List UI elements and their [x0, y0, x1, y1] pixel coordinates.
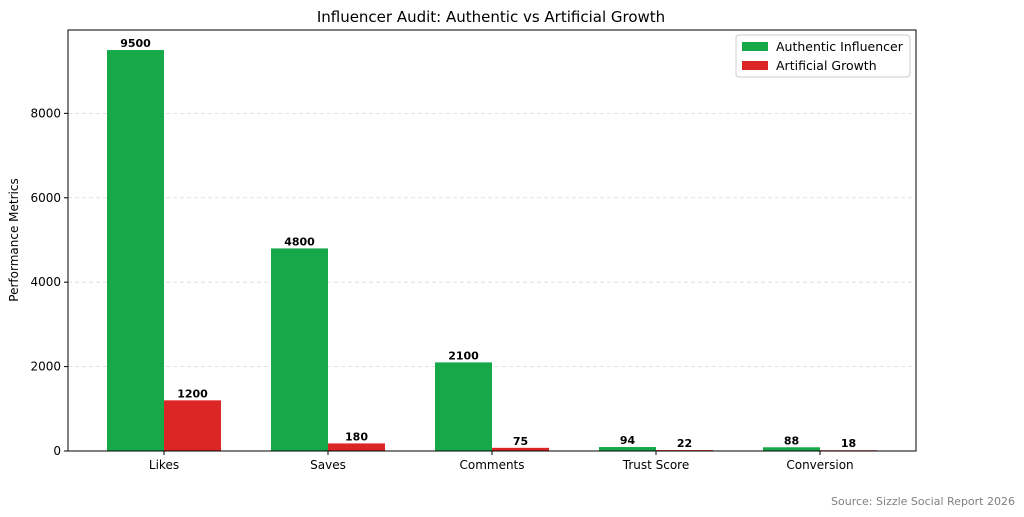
bar-value-label: 94 — [620, 434, 636, 447]
bar-artificial — [328, 443, 385, 451]
legend-swatch — [742, 61, 768, 70]
legend: Authentic Influencer Artificial Growth — [735, 34, 911, 78]
bar-value-label: 180 — [345, 430, 368, 443]
bar-authentic — [271, 248, 328, 451]
legend-box — [735, 34, 911, 78]
x-tick-label: Conversion — [786, 458, 853, 472]
bar-value-label: 18 — [841, 437, 856, 450]
bar-value-label: 2100 — [448, 349, 479, 362]
bar-authentic — [435, 362, 492, 451]
bar-authentic — [107, 50, 164, 452]
bar-value-label: 75 — [513, 435, 528, 448]
bar-authentic — [763, 447, 820, 451]
bar-artificial — [164, 400, 221, 451]
legend-label: Artificial Growth — [776, 58, 877, 73]
bar-value-label: 1200 — [177, 387, 208, 400]
x-tick-label: Saves — [310, 458, 346, 472]
x-tick-label: Comments — [459, 458, 524, 472]
bar-value-label: 88 — [784, 434, 799, 447]
y-tick-label: 8000 — [30, 106, 61, 120]
y-axis-label: Performance Metrics — [7, 178, 21, 301]
bars — [107, 50, 877, 452]
bar-value-label: 9500 — [120, 37, 151, 50]
chart-title: Influencer Audit: Authentic vs Artificia… — [317, 8, 665, 26]
legend-label: Authentic Influencer — [776, 39, 904, 54]
bar-value-label: 22 — [677, 437, 692, 450]
bar-value-label: 4800 — [284, 235, 315, 248]
y-tick-label: 6000 — [30, 191, 61, 205]
x-tick-label: Likes — [149, 458, 179, 472]
legend-swatch — [742, 42, 768, 51]
y-tick-label: 4000 — [30, 275, 61, 289]
y-tick-label: 2000 — [30, 360, 61, 374]
x-tick-label: Trust Score — [622, 458, 690, 472]
bar-artificial — [492, 447, 549, 451]
source-note: Source: Sizzle Social Report 2026 — [831, 495, 1015, 508]
data-labels: 9500 1200 4800 180 2100 75 94 22 88 18 — [120, 37, 856, 450]
y-tick-label: 0 — [53, 444, 61, 458]
y-axis-ticks: 0 2000 4000 6000 8000 — [30, 106, 68, 458]
bar-authentic — [599, 447, 656, 451]
x-axis-ticks: Likes Saves Comments Trust Score Conversion — [149, 451, 854, 472]
